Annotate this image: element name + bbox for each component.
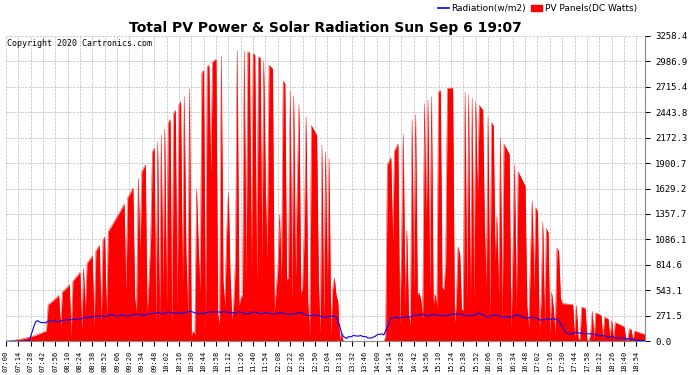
Legend: Radiation(w/m2), PV Panels(DC Watts): Radiation(w/m2), PV Panels(DC Watts) bbox=[434, 1, 641, 17]
Title: Total PV Power & Solar Radiation Sun Sep 6 19:07: Total PV Power & Solar Radiation Sun Sep… bbox=[129, 21, 522, 34]
Text: Copyright 2020 Cartronics.com: Copyright 2020 Cartronics.com bbox=[7, 39, 152, 48]
